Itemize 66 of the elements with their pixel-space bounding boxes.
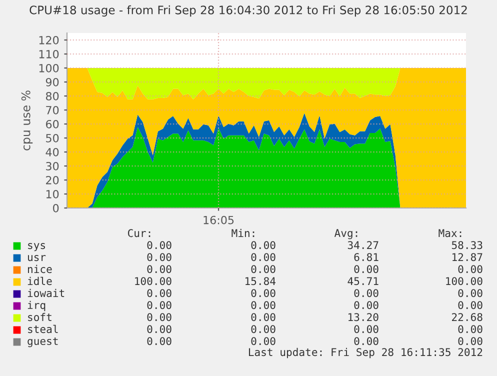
- text: 0.00: [251, 289, 276, 298]
- legend-label: soft: [28, 312, 52, 322]
- text: 6.81: [354, 253, 378, 262]
- text: 0.00: [147, 301, 172, 310]
- text: 13.20: [348, 313, 378, 322]
- legend-label: iowait: [28, 288, 64, 298]
- text: 15.84: [245, 277, 276, 286]
- text: 0.00: [147, 313, 172, 322]
- text: 0.00: [147, 253, 172, 262]
- text: 0.00: [354, 289, 378, 298]
- text: 0.00: [147, 337, 172, 346]
- y-axis-title: cpu use %: [21, 90, 33, 150]
- text: 0.00: [251, 337, 276, 346]
- legend-label: nice: [28, 264, 52, 274]
- text: 0.00: [354, 337, 378, 346]
- text: Last update: Fri Sep 28 16:11:35 2012: [248, 348, 482, 358]
- y-tick-label: 100: [39, 64, 59, 72]
- text: Avg:: [334, 229, 358, 240]
- text: 12.87: [452, 253, 482, 262]
- y-tick-label: 0: [53, 204, 59, 212]
- legend-label: irq: [28, 300, 46, 312]
- legend-label: sys: [28, 243, 46, 252]
- y-tick-label: 50: [46, 134, 59, 142]
- legend-label: usr: [28, 255, 46, 262]
- text: 0.00: [458, 301, 482, 310]
- text: 0.00: [251, 325, 276, 334]
- text: 58.33: [452, 241, 482, 250]
- text: 22.68: [452, 313, 482, 322]
- text: 0.00: [251, 301, 276, 310]
- text: 0.00: [251, 241, 276, 250]
- text: 0.00: [354, 265, 378, 274]
- x-tick-label: 16:05: [204, 216, 234, 224]
- text: 0.00: [251, 265, 276, 274]
- text: Cur:: [128, 229, 150, 238]
- text: 100.00: [446, 277, 482, 286]
- text: 0.00: [458, 289, 482, 298]
- text: 0.00: [147, 241, 172, 250]
- y-tick-label: 110: [39, 50, 59, 58]
- text: 0.00: [458, 337, 482, 346]
- text: Max:: [438, 229, 462, 238]
- text: 0.00: [458, 325, 482, 334]
- y-tick-label: 20: [46, 176, 59, 184]
- y-tick-label: 120: [39, 36, 59, 44]
- text: 0.00: [458, 265, 482, 274]
- text: 0.00: [147, 289, 172, 298]
- y-tick-label: 40: [46, 148, 59, 156]
- text: 45.71: [348, 277, 378, 286]
- y-tick-label: 10: [46, 190, 59, 198]
- text: 0.00: [354, 301, 378, 310]
- text: 0.00: [354, 325, 378, 334]
- y-tick-label: 70: [46, 106, 59, 114]
- text: 0.00: [251, 313, 276, 322]
- legend-label: idle: [28, 276, 52, 286]
- text: 34.27: [348, 241, 378, 250]
- legend-label: steal: [28, 324, 58, 334]
- text: Min:: [232, 228, 254, 237]
- y-tick-label: 90: [46, 78, 59, 86]
- y-tick-label: 60: [46, 120, 59, 128]
- text: 0.00: [147, 325, 172, 334]
- y-tick-label: 80: [46, 92, 59, 100]
- text: 0.00: [251, 253, 276, 262]
- legend-label: guest: [28, 337, 58, 348]
- text: 0.00: [147, 265, 172, 274]
- y-tick-label: 30: [46, 162, 59, 170]
- chart-title: CPU#18 usage - from Fri Sep 28 16:04:30 2012 to Fri Sep 28 16:05:50 2012: [30, 5, 467, 17]
- text: 100.00: [135, 277, 172, 286]
